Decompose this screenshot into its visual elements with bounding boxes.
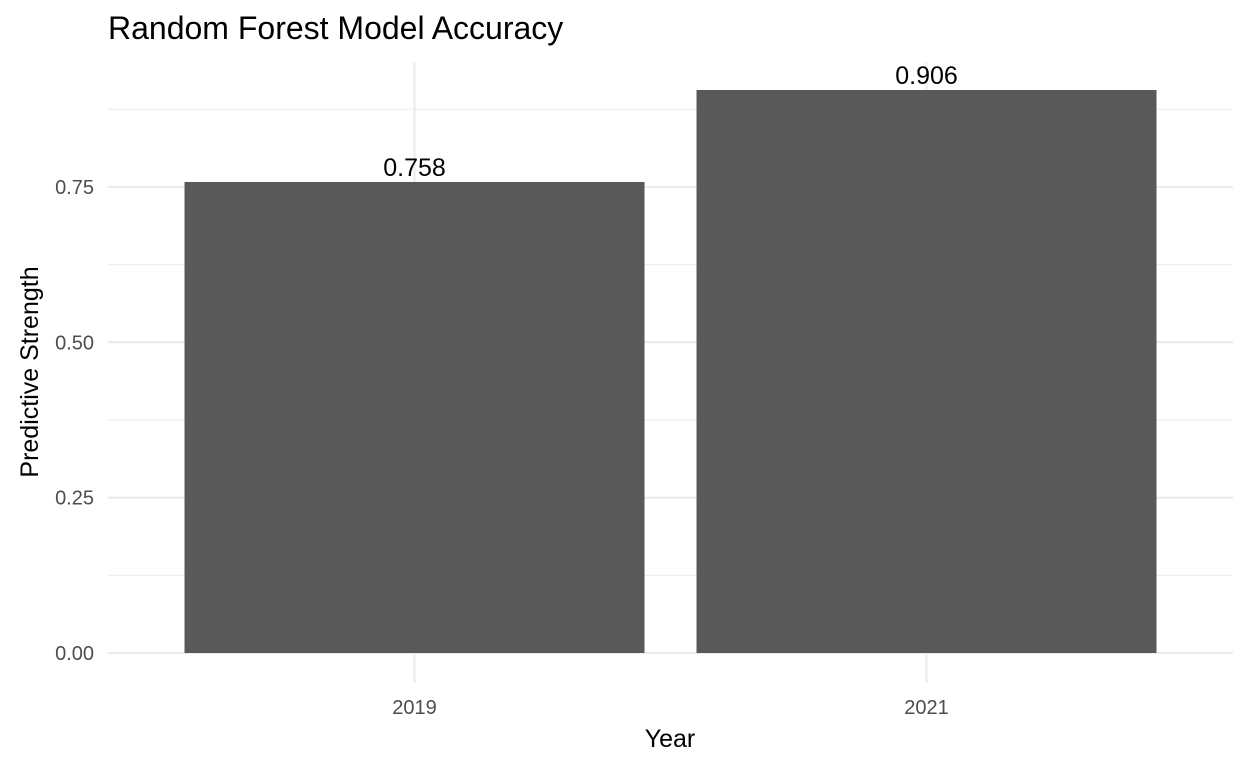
y-tick-label: 0.00 <box>55 643 94 665</box>
y-axis-ticks: 0.00 0.25 0.50 0.75 <box>55 177 94 665</box>
bars <box>184 90 1157 653</box>
x-axis-ticks: 2019 2021 <box>392 697 949 719</box>
data-label-2021: 0.906 <box>895 62 958 90</box>
y-tick-label: 0.75 <box>55 177 94 199</box>
chart-title: Random Forest Model Accuracy <box>108 10 564 46</box>
y-axis-title: Predictive Strength <box>16 266 44 477</box>
y-tick-label: 0.25 <box>55 488 94 510</box>
x-tick-label: 2019 <box>392 697 437 719</box>
bar-2021 <box>696 90 1157 653</box>
bar-2019 <box>184 181 645 653</box>
x-axis-title: Year <box>645 725 696 753</box>
data-labels: 0.758 0.906 <box>383 62 958 182</box>
x-tick-label: 2021 <box>904 697 949 719</box>
y-tick-label: 0.50 <box>55 332 94 354</box>
data-label-2019: 0.758 <box>383 154 446 182</box>
